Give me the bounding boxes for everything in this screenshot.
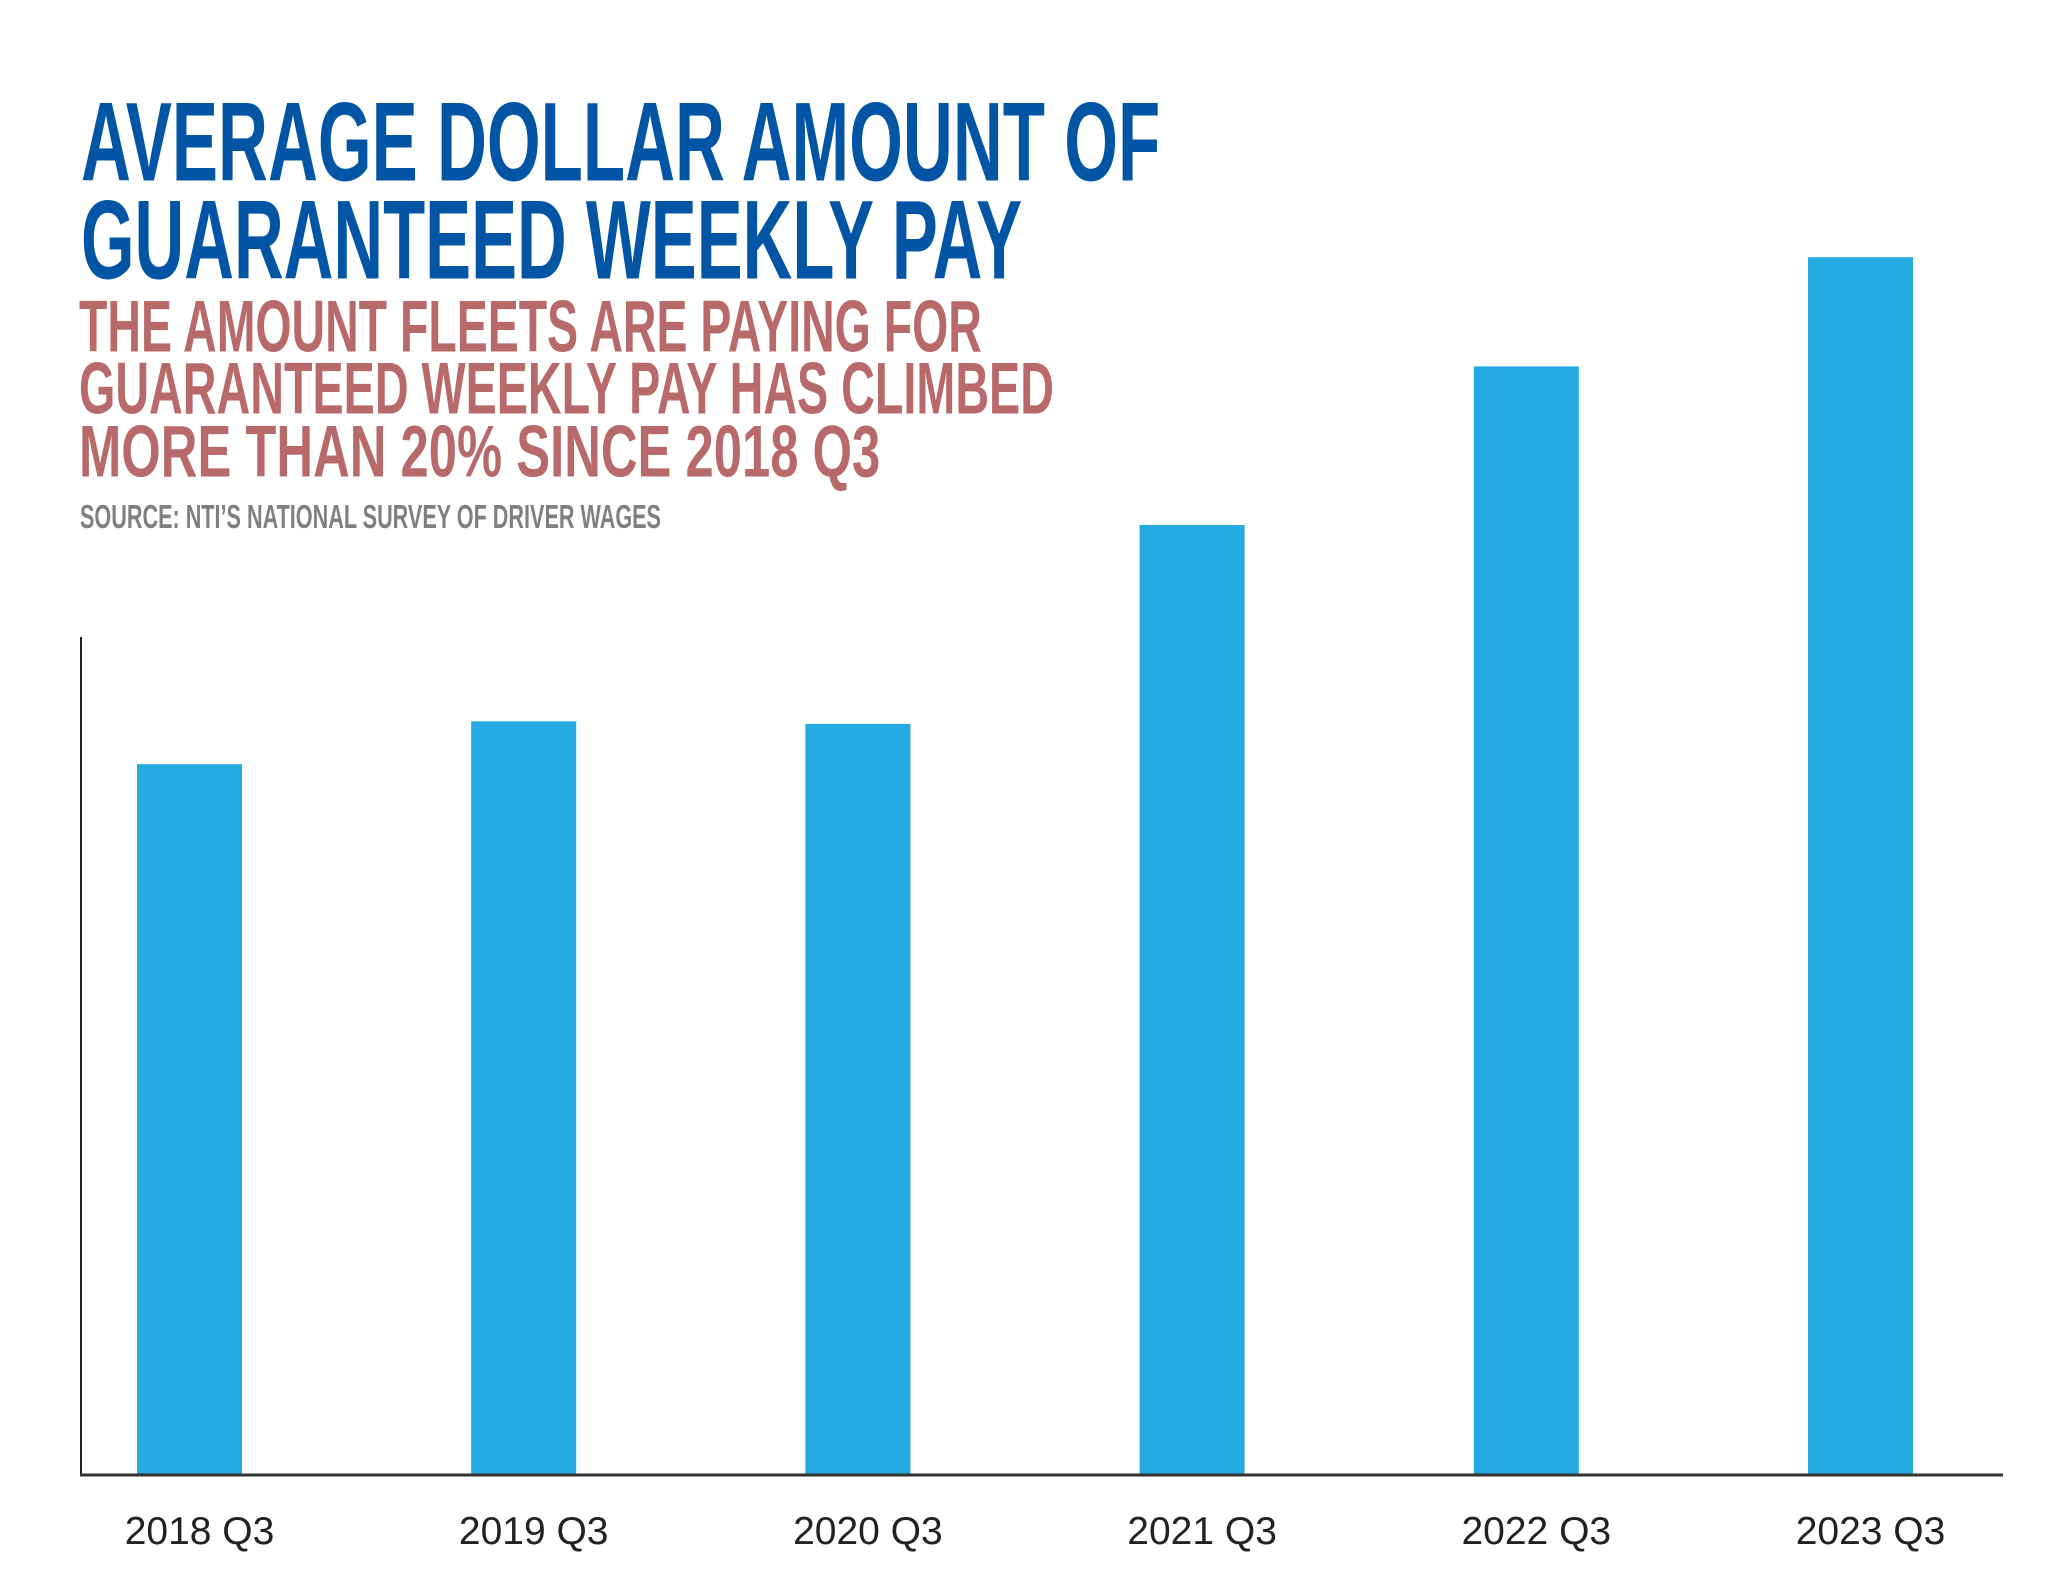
x-tick-label: 2023 Q3 bbox=[1796, 1510, 1946, 1553]
x-tick-label: 2022 Q3 bbox=[1461, 1510, 1611, 1553]
bar-2019-q3 bbox=[471, 721, 577, 1474]
bars-group bbox=[137, 257, 1913, 1475]
bar-2023-q3 bbox=[1808, 257, 1913, 1475]
chart-subtitle-line-3: MORE THAN 20% SINCE 2018 Q3 bbox=[79, 411, 881, 493]
bar-2020-q3 bbox=[805, 723, 911, 1474]
chart-subtitle-line-2: GUARANTEED WEEKLY PAY HAS CLIMBED bbox=[79, 348, 1054, 430]
bar-2022-q3 bbox=[1473, 366, 1579, 1474]
chart-title-line-2: GUARANTEED WEEKLY PAY bbox=[81, 176, 1022, 303]
x-tick-label: 2018 Q3 bbox=[125, 1510, 275, 1553]
chart-title-line-1: AVERAGE DOLLAR AMOUNT OF bbox=[81, 78, 1161, 205]
x-tick-label: 2019 Q3 bbox=[459, 1510, 609, 1553]
bar-2021-q3 bbox=[1139, 525, 1245, 1474]
chart-source: SOURCE: NTI’S NATIONAL SURVEY OF DRIVER … bbox=[80, 498, 661, 536]
chart-subtitle-line-1: THE AMOUNT FLEETS ARE PAYING FOR bbox=[79, 286, 982, 368]
x-tick-label: 2020 Q3 bbox=[793, 1510, 943, 1553]
x-tick-label: 2021 Q3 bbox=[1127, 1510, 1277, 1553]
x-tick-labels: 2018 Q3 2019 Q3 2020 Q3 2021 Q3 2022 Q3 2023 … bbox=[125, 1510, 1946, 1553]
bar-2018-q3 bbox=[137, 764, 242, 1474]
